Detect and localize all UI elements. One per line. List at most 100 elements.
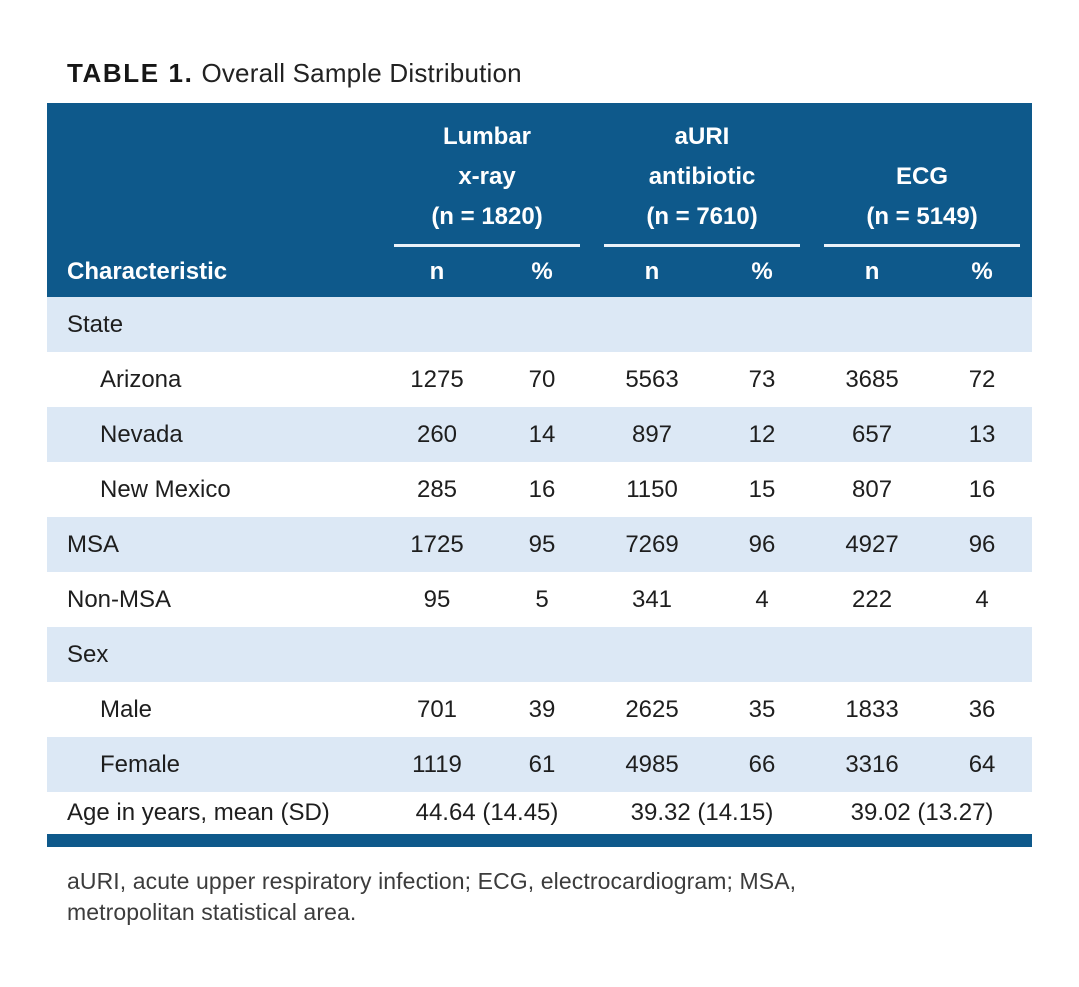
group-header-lines: aURI antibiotic (n = 7610) bbox=[592, 117, 812, 237]
group-line: (n = 7610) bbox=[646, 203, 758, 230]
value-cell: 5563 bbox=[592, 352, 713, 407]
subheader-pct: % bbox=[492, 247, 593, 297]
value-cell bbox=[932, 627, 1033, 682]
value-cell: 260 bbox=[382, 407, 492, 462]
value-cell bbox=[712, 297, 813, 352]
value-cell: 95 bbox=[492, 517, 593, 572]
group-header-auri-antibiotic: aURI antibiotic (n = 7610) bbox=[592, 103, 813, 247]
subheader-n: n bbox=[382, 247, 492, 297]
value-cell: 657 bbox=[812, 407, 933, 462]
value-cell bbox=[592, 297, 713, 352]
value-cell: 2625 bbox=[592, 682, 713, 737]
group-line: (n = 1820) bbox=[431, 203, 543, 230]
value-cell: 222 bbox=[812, 572, 933, 627]
group-header-row: Lumbar x-ray (n = 1820) aURI antibiotic … bbox=[47, 103, 1033, 247]
table-title: TABLE 1. Overall Sample Distribution bbox=[67, 56, 1079, 90]
sample-distribution-table: Lumbar x-ray (n = 1820) aURI antibiotic … bbox=[47, 103, 1033, 834]
row-label: State bbox=[47, 297, 382, 352]
value-cell: 3316 bbox=[812, 737, 933, 792]
value-cell bbox=[592, 627, 713, 682]
value-cell: 5 bbox=[492, 572, 593, 627]
table-row: Male 701 39 2625 35 1833 36 bbox=[47, 682, 1033, 737]
value-cell bbox=[492, 627, 593, 682]
subheader-n: n bbox=[812, 247, 933, 297]
value-cell: 807 bbox=[812, 462, 933, 517]
table-title-number: TABLE 1. bbox=[67, 58, 194, 88]
table-bottom-rule bbox=[47, 834, 1032, 847]
subheader-n: n bbox=[592, 247, 713, 297]
row-label: Arizona bbox=[47, 352, 382, 407]
value-cell: 70 bbox=[492, 352, 593, 407]
subheader-pct: % bbox=[932, 247, 1033, 297]
value-cell: 15 bbox=[712, 462, 813, 517]
characteristic-header: Characteristic bbox=[47, 247, 382, 297]
value-cell: 73 bbox=[712, 352, 813, 407]
value-cell: 95 bbox=[382, 572, 492, 627]
value-cell: 4985 bbox=[592, 737, 713, 792]
value-cell: 13 bbox=[932, 407, 1033, 462]
value-cell: 1725 bbox=[382, 517, 492, 572]
value-cell: 16 bbox=[932, 462, 1033, 517]
value-cell: 64 bbox=[932, 737, 1033, 792]
value-cell: 1119 bbox=[382, 737, 492, 792]
value-cell bbox=[492, 297, 593, 352]
row-label: Sex bbox=[47, 627, 382, 682]
group-line: aURI bbox=[674, 123, 730, 150]
table-body: State Arizona 1275 70 5563 73 3685 72 Nevada 260 1… bbox=[47, 297, 1033, 834]
value-cell: 341 bbox=[592, 572, 713, 627]
value-cell: 1275 bbox=[382, 352, 492, 407]
footnote-line: metropolitan statistical area. bbox=[67, 899, 357, 925]
table-row: New Mexico 285 16 1150 15 807 16 bbox=[47, 462, 1033, 517]
value-cell: 16 bbox=[492, 462, 593, 517]
value-cell: 14 bbox=[492, 407, 593, 462]
group-header-lines: Lumbar x-ray (n = 1820) bbox=[382, 117, 592, 237]
table-row: Age in years, mean (SD) 44.64 (14.45) 39.3… bbox=[47, 792, 1033, 834]
value-cell: 96 bbox=[932, 517, 1033, 572]
row-label: MSA bbox=[47, 517, 382, 572]
group-header-lines: ECG (n = 5149) bbox=[812, 157, 1032, 237]
value-cell bbox=[812, 627, 933, 682]
empty-header-cell bbox=[47, 103, 382, 247]
value-cell: 39 bbox=[492, 682, 593, 737]
footnote-line: aURI, acute upper respiratory infection;… bbox=[67, 868, 797, 894]
value-cell: 96 bbox=[712, 517, 813, 572]
group-underline bbox=[604, 244, 801, 247]
group-line: (n = 5149) bbox=[866, 203, 978, 230]
value-cell bbox=[712, 627, 813, 682]
value-cell: 39.32 (14.15) bbox=[592, 792, 813, 834]
value-cell: 1833 bbox=[812, 682, 933, 737]
table-row: MSA 1725 95 7269 96 4927 96 bbox=[47, 517, 1033, 572]
group-line: Lumbar bbox=[443, 123, 532, 150]
table-row: Non-MSA 95 5 341 4 222 4 bbox=[47, 572, 1033, 627]
value-cell: 12 bbox=[712, 407, 813, 462]
table-container: Lumbar x-ray (n = 1820) aURI antibiotic … bbox=[47, 103, 1033, 847]
value-cell: 39.02 (13.27) bbox=[812, 792, 1033, 834]
value-cell: 897 bbox=[592, 407, 713, 462]
table-header: Lumbar x-ray (n = 1820) aURI antibiotic … bbox=[47, 103, 1033, 297]
value-cell: 72 bbox=[932, 352, 1033, 407]
value-cell: 1150 bbox=[592, 462, 713, 517]
value-cell bbox=[382, 297, 492, 352]
row-label: New Mexico bbox=[47, 462, 382, 517]
table-row: Arizona 1275 70 5563 73 3685 72 bbox=[47, 352, 1033, 407]
value-cell: 35 bbox=[712, 682, 813, 737]
row-label: Nevada bbox=[47, 407, 382, 462]
value-cell: 4 bbox=[712, 572, 813, 627]
group-line: ECG bbox=[896, 163, 949, 190]
value-cell: 7269 bbox=[592, 517, 713, 572]
value-cell: 4 bbox=[932, 572, 1033, 627]
subheader-row: Characteristic n % n % n % bbox=[47, 247, 1033, 297]
row-label: Male bbox=[47, 682, 382, 737]
group-header-ecg: ECG (n = 5149) bbox=[812, 103, 1033, 247]
value-cell: 701 bbox=[382, 682, 492, 737]
table-row: Sex bbox=[47, 627, 1033, 682]
table-row: Nevada 260 14 897 12 657 13 bbox=[47, 407, 1033, 462]
group-underline bbox=[394, 244, 581, 247]
table-footnote: aURI, acute upper respiratory infection;… bbox=[67, 866, 1027, 928]
table-row: State bbox=[47, 297, 1033, 352]
value-cell: 3685 bbox=[812, 352, 933, 407]
subheader-pct: % bbox=[712, 247, 813, 297]
table-row: Female 1119 61 4985 66 3316 64 bbox=[47, 737, 1033, 792]
value-cell: 44.64 (14.45) bbox=[382, 792, 593, 834]
